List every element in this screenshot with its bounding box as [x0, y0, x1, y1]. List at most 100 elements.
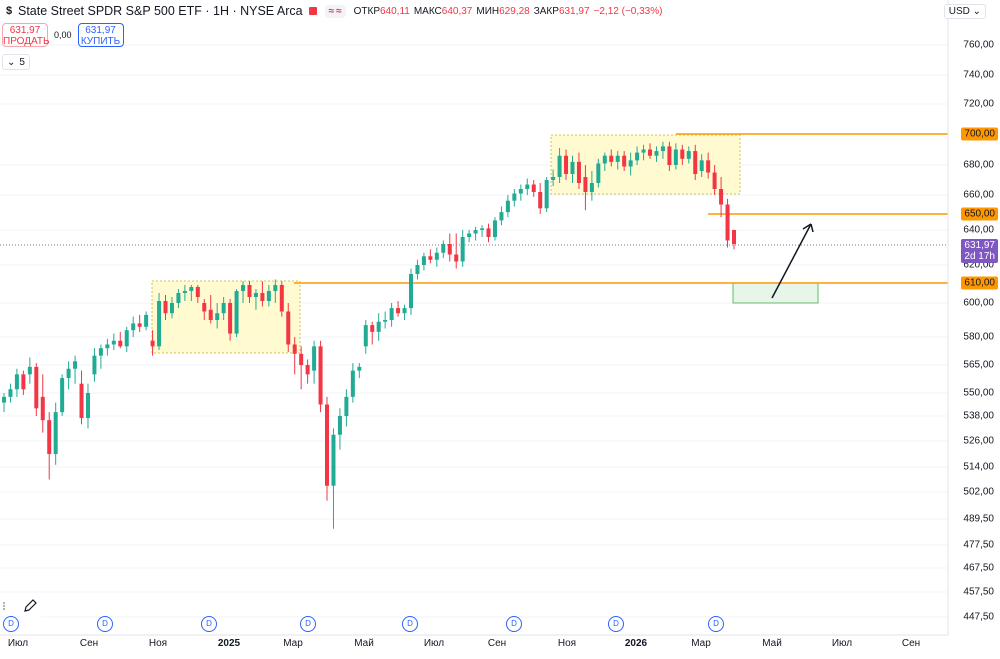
candle[interactable] — [92, 348, 97, 382]
candle[interactable] — [221, 297, 226, 320]
candle[interactable] — [292, 337, 297, 375]
candle[interactable] — [719, 177, 724, 218]
candle[interactable] — [169, 297, 174, 319]
buy-button[interactable]: 631,97 КУПИТЬ — [77, 23, 124, 47]
candle[interactable] — [615, 151, 620, 170]
candle[interactable] — [480, 225, 485, 237]
candle[interactable] — [389, 303, 394, 327]
candle[interactable] — [357, 363, 362, 379]
candle[interactable] — [428, 249, 433, 264]
target-zone-box[interactable] — [732, 282, 819, 304]
candle[interactable] — [467, 230, 472, 243]
dividend-event-icon[interactable]: D — [3, 616, 19, 632]
candle[interactable] — [337, 408, 342, 450]
candle[interactable] — [208, 295, 213, 324]
candle[interactable] — [53, 402, 58, 465]
candle[interactable] — [189, 285, 194, 301]
candle[interactable] — [182, 285, 187, 301]
dividend-event-icon[interactable]: D — [402, 616, 418, 632]
candle[interactable] — [312, 340, 317, 384]
indicators-toggle[interactable]: ⌄ 5 — [2, 54, 30, 70]
candle[interactable] — [34, 363, 39, 416]
candle[interactable] — [408, 268, 413, 315]
candle[interactable] — [279, 281, 284, 317]
candle[interactable] — [124, 326, 129, 352]
candle[interactable] — [150, 330, 155, 356]
candle[interactable] — [531, 180, 536, 197]
candle[interactable] — [486, 223, 491, 243]
candle[interactable] — [66, 361, 71, 390]
dividend-event-icon[interactable]: D — [201, 616, 217, 632]
candle[interactable] — [731, 230, 737, 250]
candle[interactable] — [660, 141, 665, 159]
candle[interactable] — [673, 143, 678, 170]
drag-handle-icon[interactable] — [3, 601, 7, 611]
candle[interactable] — [376, 313, 381, 341]
trend-arrow[interactable] — [771, 223, 814, 299]
consolidation-box-1[interactable] — [151, 280, 301, 354]
dividend-event-icon[interactable]: D — [97, 616, 113, 632]
candle[interactable] — [635, 146, 640, 165]
candle[interactable] — [47, 412, 52, 480]
candle[interactable] — [241, 281, 246, 303]
candle[interactable] — [518, 184, 523, 201]
candle[interactable] — [98, 344, 103, 369]
symbol-title[interactable]: State Street SPDR S&P 500 ETF · 1H · NYS… — [18, 4, 303, 18]
candle[interactable] — [512, 189, 517, 207]
candle[interactable] — [350, 363, 355, 403]
candle[interactable] — [163, 295, 168, 320]
candle[interactable] — [1, 393, 7, 413]
candle[interactable] — [370, 321, 375, 345]
candle[interactable] — [266, 285, 271, 307]
candle[interactable] — [564, 149, 569, 181]
candle[interactable] — [299, 346, 304, 390]
candle[interactable] — [344, 389, 349, 427]
candle[interactable] — [8, 383, 13, 403]
sell-button[interactable]: 631,97 ПРОДАТЬ — [2, 23, 50, 47]
candle[interactable] — [157, 293, 162, 351]
candle[interactable] — [14, 368, 19, 397]
candle[interactable] — [589, 171, 594, 201]
candle[interactable] — [654, 146, 659, 162]
candle[interactable] — [699, 154, 704, 177]
candle[interactable] — [79, 370, 84, 425]
candle[interactable] — [434, 247, 439, 267]
candle[interactable] — [641, 144, 646, 161]
currency-selector[interactable]: USD ⌄ — [943, 4, 986, 19]
candle[interactable] — [583, 165, 588, 211]
candle[interactable] — [454, 233, 459, 269]
candle[interactable] — [538, 183, 543, 214]
candle[interactable] — [234, 289, 239, 337]
dividend-event-icon[interactable]: D — [708, 616, 724, 632]
candle[interactable] — [396, 301, 401, 317]
candle[interactable] — [628, 152, 633, 176]
candle[interactable] — [253, 289, 258, 310]
compare-toggle[interactable]: ≈ ≈ — [324, 4, 346, 18]
candle[interactable] — [499, 206, 504, 226]
candle[interactable] — [415, 259, 420, 280]
candle[interactable] — [473, 226, 478, 241]
candle[interactable] — [260, 281, 265, 307]
candle[interactable] — [305, 359, 310, 384]
candle[interactable] — [544, 177, 549, 213]
candle[interactable] — [137, 314, 142, 332]
candle[interactable] — [460, 230, 465, 267]
dividend-event-icon[interactable]: D — [608, 616, 624, 632]
candle[interactable] — [693, 144, 698, 180]
candle[interactable] — [202, 299, 207, 320]
candle[interactable] — [492, 217, 497, 241]
candle[interactable] — [118, 331, 123, 349]
candle[interactable] — [525, 178, 530, 196]
candle[interactable] — [648, 143, 653, 159]
candle[interactable] — [131, 316, 136, 337]
candle[interactable] — [73, 355, 78, 384]
candle[interactable] — [602, 152, 607, 171]
dividend-event-icon[interactable]: D — [300, 616, 316, 632]
dividend-event-icon[interactable]: D — [506, 616, 522, 632]
candle[interactable] — [576, 152, 581, 189]
candle[interactable] — [144, 311, 149, 331]
candle[interactable] — [622, 151, 627, 171]
candle[interactable] — [318, 340, 323, 413]
candle[interactable] — [85, 383, 90, 429]
